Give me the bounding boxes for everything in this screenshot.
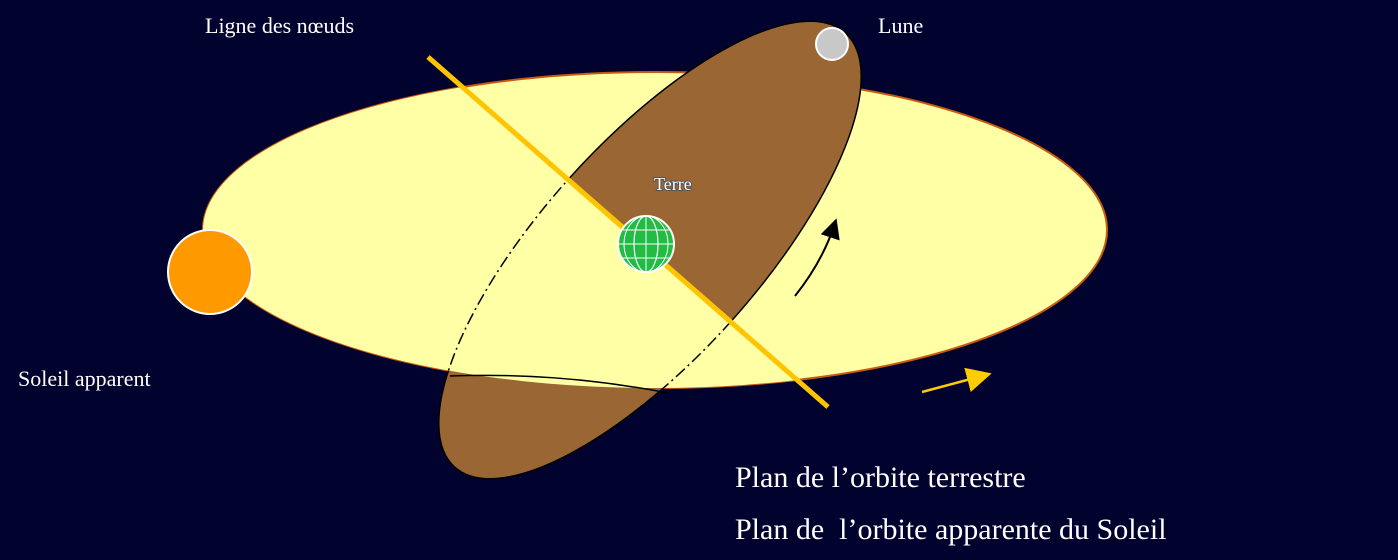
sun-direction-arrow (921, 367, 992, 394)
moon (815, 27, 849, 61)
sun-label: Soleil apparent (18, 366, 151, 391)
sun (167, 229, 253, 315)
moon-direction-arrow (794, 218, 840, 297)
moon-label: Lune (878, 13, 923, 38)
earth (617, 215, 675, 273)
node-line-label: Ligne des nœuds (205, 13, 354, 38)
plane-edge (449, 374, 669, 394)
legend-line: Plan de l’orbite terrestre (735, 461, 1026, 494)
earth-label: Terre (654, 174, 692, 194)
legend-line: Plan de l’orbite apparente du Soleil (735, 513, 1167, 546)
